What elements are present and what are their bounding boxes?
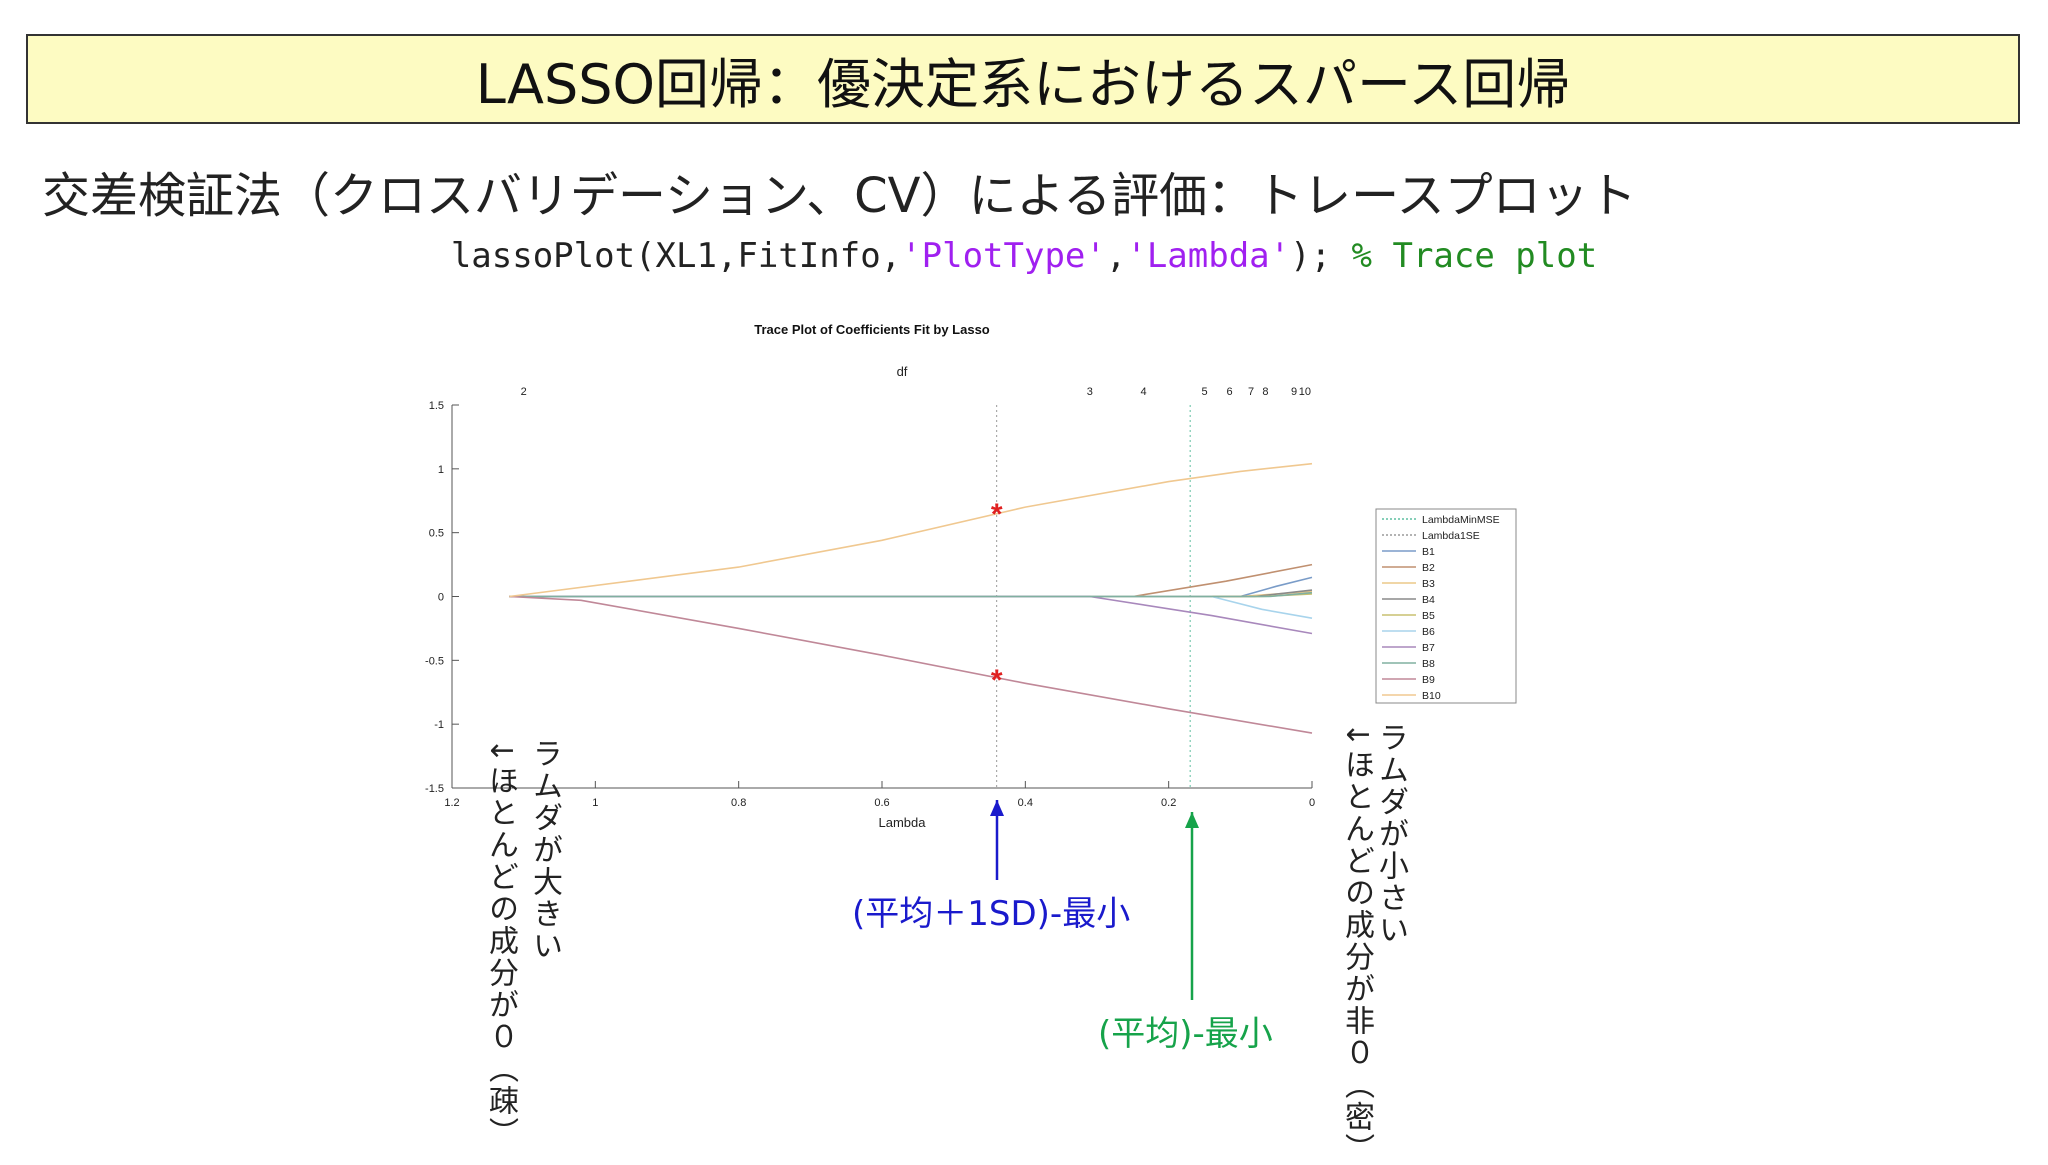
marker-star: * [991, 498, 1003, 531]
series-line-b4 [509, 589, 1313, 598]
x-tick-label: 0.8 [731, 797, 746, 809]
left-note-col2: ↓ほとんどの成分が０（疎） [483, 738, 518, 1150]
x-axis-label: Lambda [879, 815, 927, 830]
series-line-b9 [509, 595, 1313, 734]
y-tick-label: -0.5 [425, 655, 444, 667]
legend-item-label: B1 [1422, 546, 1435, 558]
legend-item-label: B7 [1422, 642, 1435, 654]
left-note-col1: ラムダが大きい [527, 738, 562, 962]
x-tick-label: 1.2 [444, 797, 459, 809]
code-comment: % Trace plot [1351, 236, 1598, 276]
df-axis-label: df [897, 364, 908, 379]
y-tick-label: 1 [438, 464, 444, 476]
right-note-col2: ↓ほとんどの成分が非０（密） [1339, 722, 1374, 1165]
legend-item-label: Lambda1SE [1422, 530, 1480, 542]
df-tick-label: 2 [521, 386, 527, 398]
y-tick-label: 1.5 [429, 400, 444, 412]
legend-item-label: B3 [1422, 578, 1435, 590]
y-tick-label: -1 [434, 719, 444, 731]
legend-item-label: B2 [1422, 562, 1435, 574]
df-tick-label: 10 [1299, 386, 1311, 398]
df-tick-label: 5 [1201, 386, 1207, 398]
series-line-b7 [509, 595, 1313, 635]
slide-title: LASSO回帰：優決定系におけるスパース回帰 [475, 52, 1571, 116]
lambda-1se-label: (平均＋1SD)-最小 [852, 894, 1131, 934]
series-line-b6 [509, 595, 1313, 619]
df-tick-label: 4 [1141, 386, 1147, 398]
lambda-1se-arrow-head [990, 800, 1004, 816]
df-tick-label: 7 [1248, 386, 1254, 398]
df-tick-label: 8 [1262, 386, 1268, 398]
lambda-min-label: (平均)-最小 [1098, 1014, 1273, 1054]
x-tick-label: 0 [1309, 797, 1315, 809]
code-close: ); [1290, 236, 1352, 276]
legend-item-label: B4 [1422, 594, 1435, 606]
x-tick-label: 1 [592, 797, 598, 809]
y-tick-label: 0.5 [429, 528, 444, 540]
df-tick-label: 6 [1227, 386, 1233, 398]
code-string-2: 'Lambda' [1126, 236, 1291, 276]
y-tick-label: -1.5 [425, 783, 444, 795]
df-tick-label: 9 [1291, 386, 1297, 398]
x-tick-label: 0.4 [1018, 797, 1033, 809]
series-line-b10 [509, 462, 1313, 598]
code-string-1: 'PlotType' [901, 236, 1106, 276]
code-comma: , [1105, 236, 1127, 276]
legend-item-label: B5 [1422, 610, 1435, 622]
legend-item-label: B9 [1422, 674, 1435, 686]
series-line-b8 [509, 591, 1313, 598]
slide-title-box: LASSO回帰：優決定系におけるスパース回帰 [26, 34, 2020, 124]
code-call: lassoPlot(XL1,FitInfo, [450, 236, 902, 276]
legend-item-label: B8 [1422, 658, 1435, 670]
df-tick-label: 3 [1087, 386, 1093, 398]
legend-box [1375, 508, 1517, 704]
slide-subtitle: 交差検証法（クロスバリデーション、CV）による評価：トレースプロット [42, 168, 1637, 224]
legend-item-label: LambdaMinMSE [1422, 514, 1500, 526]
marker-star: * [991, 664, 1003, 697]
lambda-min-arrow-head [1185, 812, 1199, 828]
right-note-col1: ラムダが小さい [1373, 722, 1408, 946]
legend-item-label: B10 [1422, 690, 1441, 702]
legend-item-label: B6 [1422, 626, 1435, 638]
x-tick-label: 0.6 [874, 797, 889, 809]
code-line: lassoPlot(XL1,FitInfo,'PlotType','Lambda… [0, 236, 2048, 276]
x-tick-label: 0.2 [1161, 797, 1176, 809]
y-tick-label: 0 [438, 592, 444, 604]
chart-title: Trace Plot of Coefficients Fit by Lasso [754, 322, 990, 337]
